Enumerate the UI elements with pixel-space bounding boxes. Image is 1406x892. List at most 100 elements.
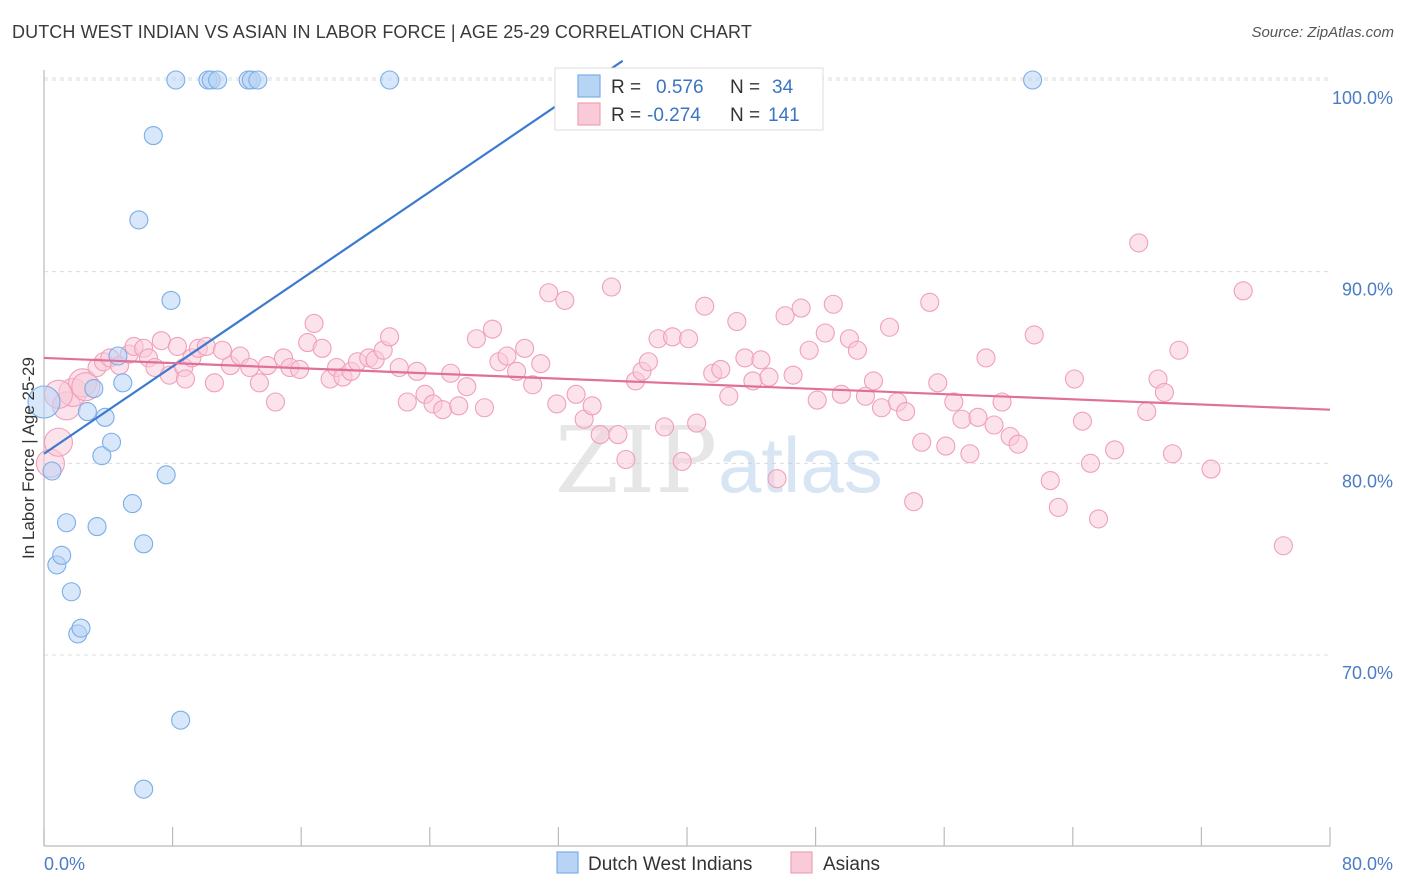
dwi-point-14 — [108, 346, 128, 366]
asian-point-122 — [1024, 325, 1044, 345]
asian-point-84 — [711, 359, 731, 379]
asian-point-65 — [555, 290, 575, 310]
dwi-trend-line — [43, 59, 624, 455]
legend-r-value-1: 0.576 — [656, 77, 704, 98]
dwi-point-0 — [27, 385, 61, 419]
y-tick-label-80: 80.0% — [1342, 471, 1393, 491]
bottom-legend-asian: Asians — [823, 854, 880, 875]
y-tick-label-90: 90.0% — [1342, 280, 1393, 300]
asian-point-107 — [896, 402, 916, 422]
asian-point-58 — [497, 346, 517, 366]
asian-point-101 — [847, 340, 867, 360]
dwi-point-15 — [113, 373, 133, 393]
asian-point-82 — [695, 296, 715, 316]
asian-point-113 — [944, 392, 964, 412]
asian-point-125 — [1064, 369, 1084, 389]
asian-point-97 — [815, 323, 835, 343]
legend-n-label-2: N = — [730, 105, 760, 126]
asian-point-78 — [662, 327, 683, 347]
asian-point-93 — [783, 365, 803, 385]
dwi-point-16 — [122, 494, 142, 514]
asian-point-53 — [457, 377, 477, 397]
asian-point-52 — [449, 396, 469, 416]
legend-n-label-1: N = — [730, 77, 760, 98]
asian-point-114 — [952, 409, 972, 429]
asian-point-86 — [727, 311, 747, 332]
dwi-point-30 — [248, 70, 268, 90]
asian-point-79 — [672, 451, 692, 471]
chart-title: DUTCH WEST INDIAN VS ASIAN IN LABOR FORC… — [12, 22, 752, 42]
asian-point-121 — [1008, 434, 1028, 454]
asian-point-35 — [312, 338, 332, 358]
asian-point-108 — [904, 492, 924, 512]
asian-point-131 — [1137, 402, 1157, 422]
correlation-legend: R = 0.576 N = 34 R = -0.274 N = 141 — [554, 67, 824, 131]
dwi-point-20 — [143, 126, 163, 146]
asian-point-128 — [1088, 509, 1109, 529]
asian-point-70 — [601, 277, 621, 297]
dwi-point-13 — [101, 432, 122, 452]
asian-point-60 — [515, 338, 535, 358]
asian-point-50 — [433, 400, 453, 420]
watermark: ZIP atlas — [555, 407, 883, 514]
asian-point-136 — [1201, 459, 1221, 479]
asian-point-98 — [823, 294, 843, 314]
asian-point-1 — [43, 427, 74, 457]
asian-point-92 — [775, 306, 795, 326]
asian-point-81 — [687, 413, 707, 433]
asian-point-71 — [608, 425, 628, 445]
asian-point-104 — [871, 398, 892, 418]
asian-point-103 — [863, 371, 884, 391]
asian-point-94 — [791, 298, 811, 318]
asian-point-91 — [767, 469, 787, 489]
y-tick-label-100: 100.0% — [1332, 88, 1393, 108]
asian-point-90 — [759, 367, 779, 387]
asian-point-105 — [879, 317, 900, 337]
asian-point-54 — [466, 329, 486, 349]
asian-point-139 — [175, 369, 196, 389]
asian-point-46 — [397, 392, 417, 412]
bottom-legend-dwi: Dutch West Indians — [588, 854, 752, 875]
asian-trend-line — [43, 356, 1331, 411]
x-tick-label-min: 0.0% — [44, 854, 85, 874]
trend-lines — [43, 59, 1331, 455]
asian-point-95 — [799, 340, 819, 360]
dwi-point-21 — [156, 465, 176, 485]
asian-point-134 — [1162, 444, 1183, 464]
legend-r-label-1: R = — [611, 77, 641, 98]
asian-point-68 — [582, 396, 602, 416]
asian-point-133 — [1154, 382, 1174, 402]
y-tick-label-70: 70.0% — [1342, 663, 1393, 683]
asian-point-130 — [1129, 233, 1149, 253]
asian-point-112 — [936, 436, 956, 456]
dwi-point-1 — [42, 461, 62, 481]
asian-point-44 — [380, 327, 400, 347]
asian-point-61 — [523, 375, 543, 395]
y-tick-labels: 70.0% 80.0% 90.0% 100.0% — [1332, 88, 1393, 683]
asian-point-85 — [719, 386, 739, 406]
dwi-point-31 — [380, 70, 400, 90]
asian-point-63 — [539, 283, 559, 303]
dwi-point-18 — [134, 534, 154, 554]
source-label: Source: ZipAtlas.com — [1251, 24, 1394, 41]
legend-swatch-asian — [577, 102, 601, 126]
asian-point-17 — [167, 336, 187, 356]
asian-point-15 — [151, 331, 171, 351]
dutch-west-indian-points — [27, 70, 1043, 799]
dwi-point-17 — [129, 210, 149, 230]
asian-point-56 — [482, 319, 503, 339]
dwi-point-33 — [1023, 70, 1043, 90]
dwi-point-19 — [134, 779, 154, 799]
asian-point-22 — [204, 373, 224, 393]
asian-point-96 — [807, 390, 827, 410]
asian-point-129 — [1105, 440, 1125, 460]
asian-point-124 — [1048, 497, 1068, 517]
dwi-point-8 — [77, 402, 97, 422]
asian-point-47 — [407, 361, 427, 381]
asian-point-23 — [212, 340, 232, 360]
dwi-point-4 — [56, 513, 77, 533]
asian-point-126 — [1072, 411, 1092, 431]
asian-point-69 — [590, 425, 610, 445]
dwi-point-24 — [171, 710, 191, 730]
